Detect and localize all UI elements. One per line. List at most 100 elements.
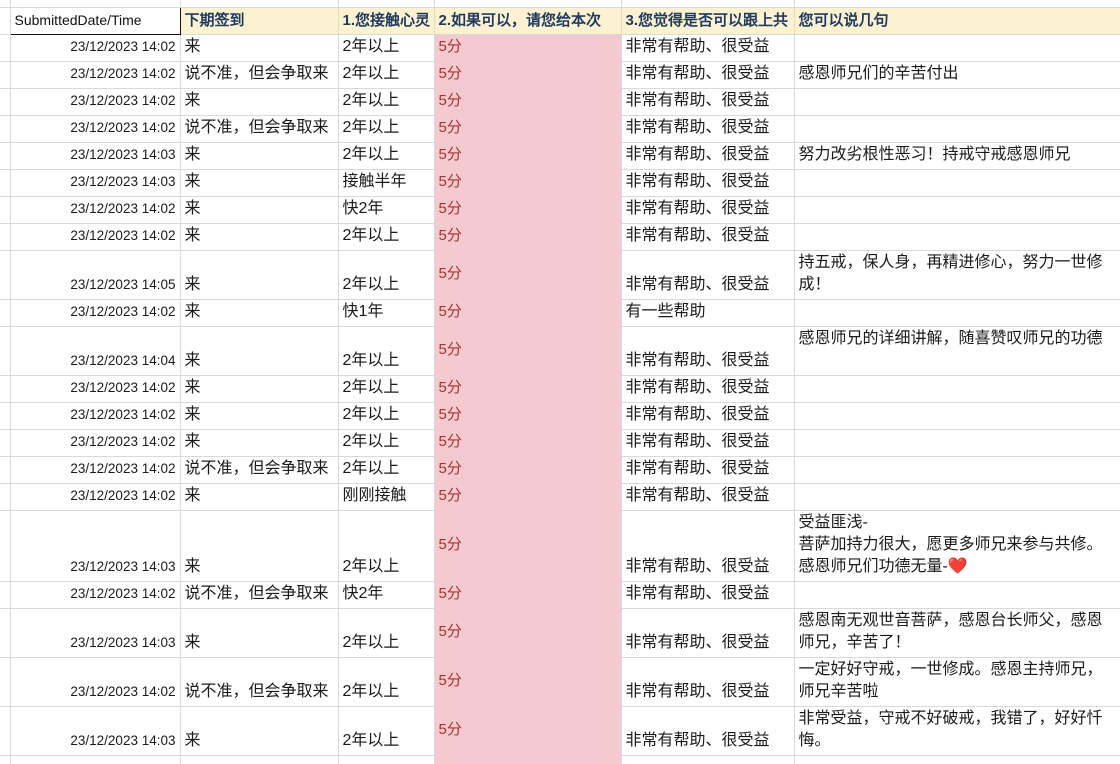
cell-contact-duration[interactable]: 2年以上 [338,224,434,251]
cell-contact-duration[interactable]: 2年以上 [338,376,434,403]
cell-comment[interactable] [794,582,1120,609]
header-q3-keep-up[interactable]: 3.您觉得是否可以跟上共 [621,8,794,35]
cell-next-checkin[interactable]: 说不准，但会争取来 [180,658,338,707]
cell-score[interactable]: 5分 [434,251,621,300]
cell-next-checkin[interactable]: 来 [180,403,338,430]
cell-comment[interactable] [794,89,1120,116]
cell-keep-up-answer[interactable]: 非常有帮助、很受益 [621,116,794,143]
cell-comment[interactable] [794,300,1120,327]
cell-next-checkin[interactable]: 来 [180,327,338,376]
cell-next-checkin[interactable]: 说不准，但会争取来 [180,116,338,143]
cell-contact-duration[interactable]: 快2年 [338,582,434,609]
cell-keep-up-answer[interactable]: 非常有帮助、很受益 [621,251,794,300]
cell-keep-up-answer[interactable]: 非常有帮助、很受益 [621,403,794,430]
cell-keep-up-answer[interactable]: 非常有帮助、很受益 [621,62,794,89]
cell-contact-duration[interactable]: 快1年 [338,300,434,327]
cell-keep-up-answer[interactable]: 非常有帮助、很受益 [621,430,794,457]
cell-keep-up-answer[interactable]: 非常有帮助、很受益 [621,327,794,376]
cell-comment[interactable] [794,197,1120,224]
cell-next-checkin[interactable]: 来 [180,35,338,62]
cell-keep-up-answer[interactable]: 非常有帮助、很受益 [621,197,794,224]
cell-contact-duration[interactable]: 接触半年 [338,170,434,197]
cell-score[interactable]: 5分 [434,457,621,484]
cell-keep-up-answer[interactable]: 非常有帮助、很受益 [621,170,794,197]
cell-score[interactable]: 5分 [434,582,621,609]
cell-submitted-date[interactable]: 23/12/2023 14:03 [10,143,180,170]
header-q2-score[interactable]: 2.如果可以，请您给本次 [434,8,621,35]
cell-keep-up-answer[interactable]: 非常有帮助、很受益 [621,658,794,707]
cell-next-checkin[interactable]: 来 [180,707,338,756]
cell-comment[interactable] [794,376,1120,403]
cell-submitted-date[interactable]: 23/12/2023 14:04 [10,327,180,376]
cell-keep-up-answer[interactable]: 非常有帮助、很受益 [621,224,794,251]
cell-submitted-date[interactable]: 23/12/2023 14:02 [10,62,180,89]
cell-next-checkin[interactable]: 来 [180,511,338,582]
cell-keep-up-answer[interactable]: 非常有帮助、很受益 [621,582,794,609]
cell-contact-duration[interactable]: 2年以上 [338,403,434,430]
cell-submitted-date[interactable]: 23/12/2023 14:05 [10,251,180,300]
cell-score[interactable]: 5分 [434,658,621,707]
cell-score[interactable]: 5分 [434,327,621,376]
cell-comment[interactable] [794,35,1120,62]
cell-score[interactable]: 5分 [434,197,621,224]
cell-contact-duration[interactable]: 2年以上 [338,251,434,300]
cell-score[interactable]: 5分 [434,707,621,756]
cell-keep-up-answer[interactable]: 非常有帮助、很受益 [621,143,794,170]
cell-score[interactable]: 5分 [434,89,621,116]
cell-next-checkin[interactable]: 来 [180,376,338,403]
cell-comment[interactable] [794,403,1120,430]
cell-comment[interactable]: 非常受益，守戒不好破戒，我错了，好好忏悔。 [794,707,1120,756]
cell-contact-duration[interactable]: 2年以上 [338,511,434,582]
cell-submitted-date[interactable]: 23/12/2023 14:02 [10,457,180,484]
cell-next-checkin[interactable]: 来 [180,197,338,224]
header-next-checkin[interactable]: 下期签到 [180,8,338,35]
cell-comment[interactable]: 受益匪浅- 菩萨加持力很大，愿更多师兄来参与共修。感恩师兄们功德无量-❤️ [794,511,1120,582]
cell-next-checkin[interactable]: 来 [180,170,338,197]
cell-contact-duration[interactable]: 2年以上 [338,143,434,170]
cell-comment[interactable] [794,170,1120,197]
header-comments[interactable]: 您可以说几句 [794,8,1120,35]
cell-score[interactable]: 5分 [434,484,621,511]
cell-submitted-date[interactable]: 23/12/2023 14:03 [10,707,180,756]
cell-next-checkin[interactable]: 来 [180,89,338,116]
header-submitted-date[interactable]: SubmittedDate/Time [10,8,180,35]
cell-keep-up-answer[interactable]: 非常有帮助、很受益 [621,376,794,403]
cell-submitted-date[interactable]: 23/12/2023 14:02 [10,484,180,511]
cell-contact-duration[interactable]: 2年以上 [338,430,434,457]
cell-keep-up-answer[interactable]: 非常有帮助、很受益 [621,35,794,62]
cell-submitted-date[interactable]: 23/12/2023 14:02 [10,89,180,116]
cell-submitted-date[interactable]: 23/12/2023 14:02 [10,197,180,224]
cell-keep-up-answer[interactable]: 非常有帮助、很受益 [621,609,794,658]
cell-score[interactable]: 5分 [434,35,621,62]
cell-contact-duration[interactable]: 2年以上 [338,457,434,484]
cell-contact-duration[interactable]: 2年以上 [338,707,434,756]
cell-next-checkin[interactable]: 说不准，但会争取来 [180,62,338,89]
cell-submitted-date[interactable]: 23/12/2023 14:02 [10,430,180,457]
cell-comment[interactable]: 感恩师兄的详细讲解，随喜赞叹师兄的功德 [794,327,1120,376]
cell-next-checkin[interactable]: 说不准，但会争取来 [180,582,338,609]
cell-submitted-date[interactable]: 23/12/2023 14:02 [10,376,180,403]
cell-contact-duration[interactable]: 快2年 [338,197,434,224]
cell-next-checkin[interactable]: 来 [180,609,338,658]
cell-next-checkin[interactable]: 说不准，但会争取来 [180,457,338,484]
cell-comment[interactable]: 持五戒，保人身，再精进修心，努力一世修成！ [794,251,1120,300]
cell-score[interactable]: 5分 [434,403,621,430]
cell-submitted-date[interactable]: 23/12/2023 14:03 [10,170,180,197]
cell-comment[interactable] [794,484,1120,511]
cell-submitted-date[interactable]: 23/12/2023 14:02 [10,582,180,609]
cell-keep-up-answer[interactable]: 非常有帮助、很受益 [621,511,794,582]
cell-submitted-date[interactable]: 23/12/2023 14:02 [10,35,180,62]
cell-submitted-date[interactable]: 23/12/2023 14:02 [10,403,180,430]
cell-submitted-date[interactable]: 23/12/2023 14:03 [10,511,180,582]
cell-keep-up-answer[interactable]: 有一些帮助 [621,300,794,327]
cell-contact-duration[interactable]: 2年以上 [338,35,434,62]
cell-contact-duration[interactable]: 2年以上 [338,658,434,707]
cell-score[interactable]: 5分 [434,170,621,197]
cell-score[interactable]: 5分 [434,376,621,403]
cell-contact-duration[interactable]: 刚刚接触 [338,484,434,511]
cell-contact-duration[interactable]: 2年以上 [338,89,434,116]
cell-score[interactable]: 5分 [434,511,621,582]
cell-comment[interactable] [794,224,1120,251]
header-q1-contact-duration[interactable]: 1.您接触心灵 [338,8,434,35]
cell-keep-up-answer[interactable]: 非常有帮助、很受益 [621,707,794,756]
